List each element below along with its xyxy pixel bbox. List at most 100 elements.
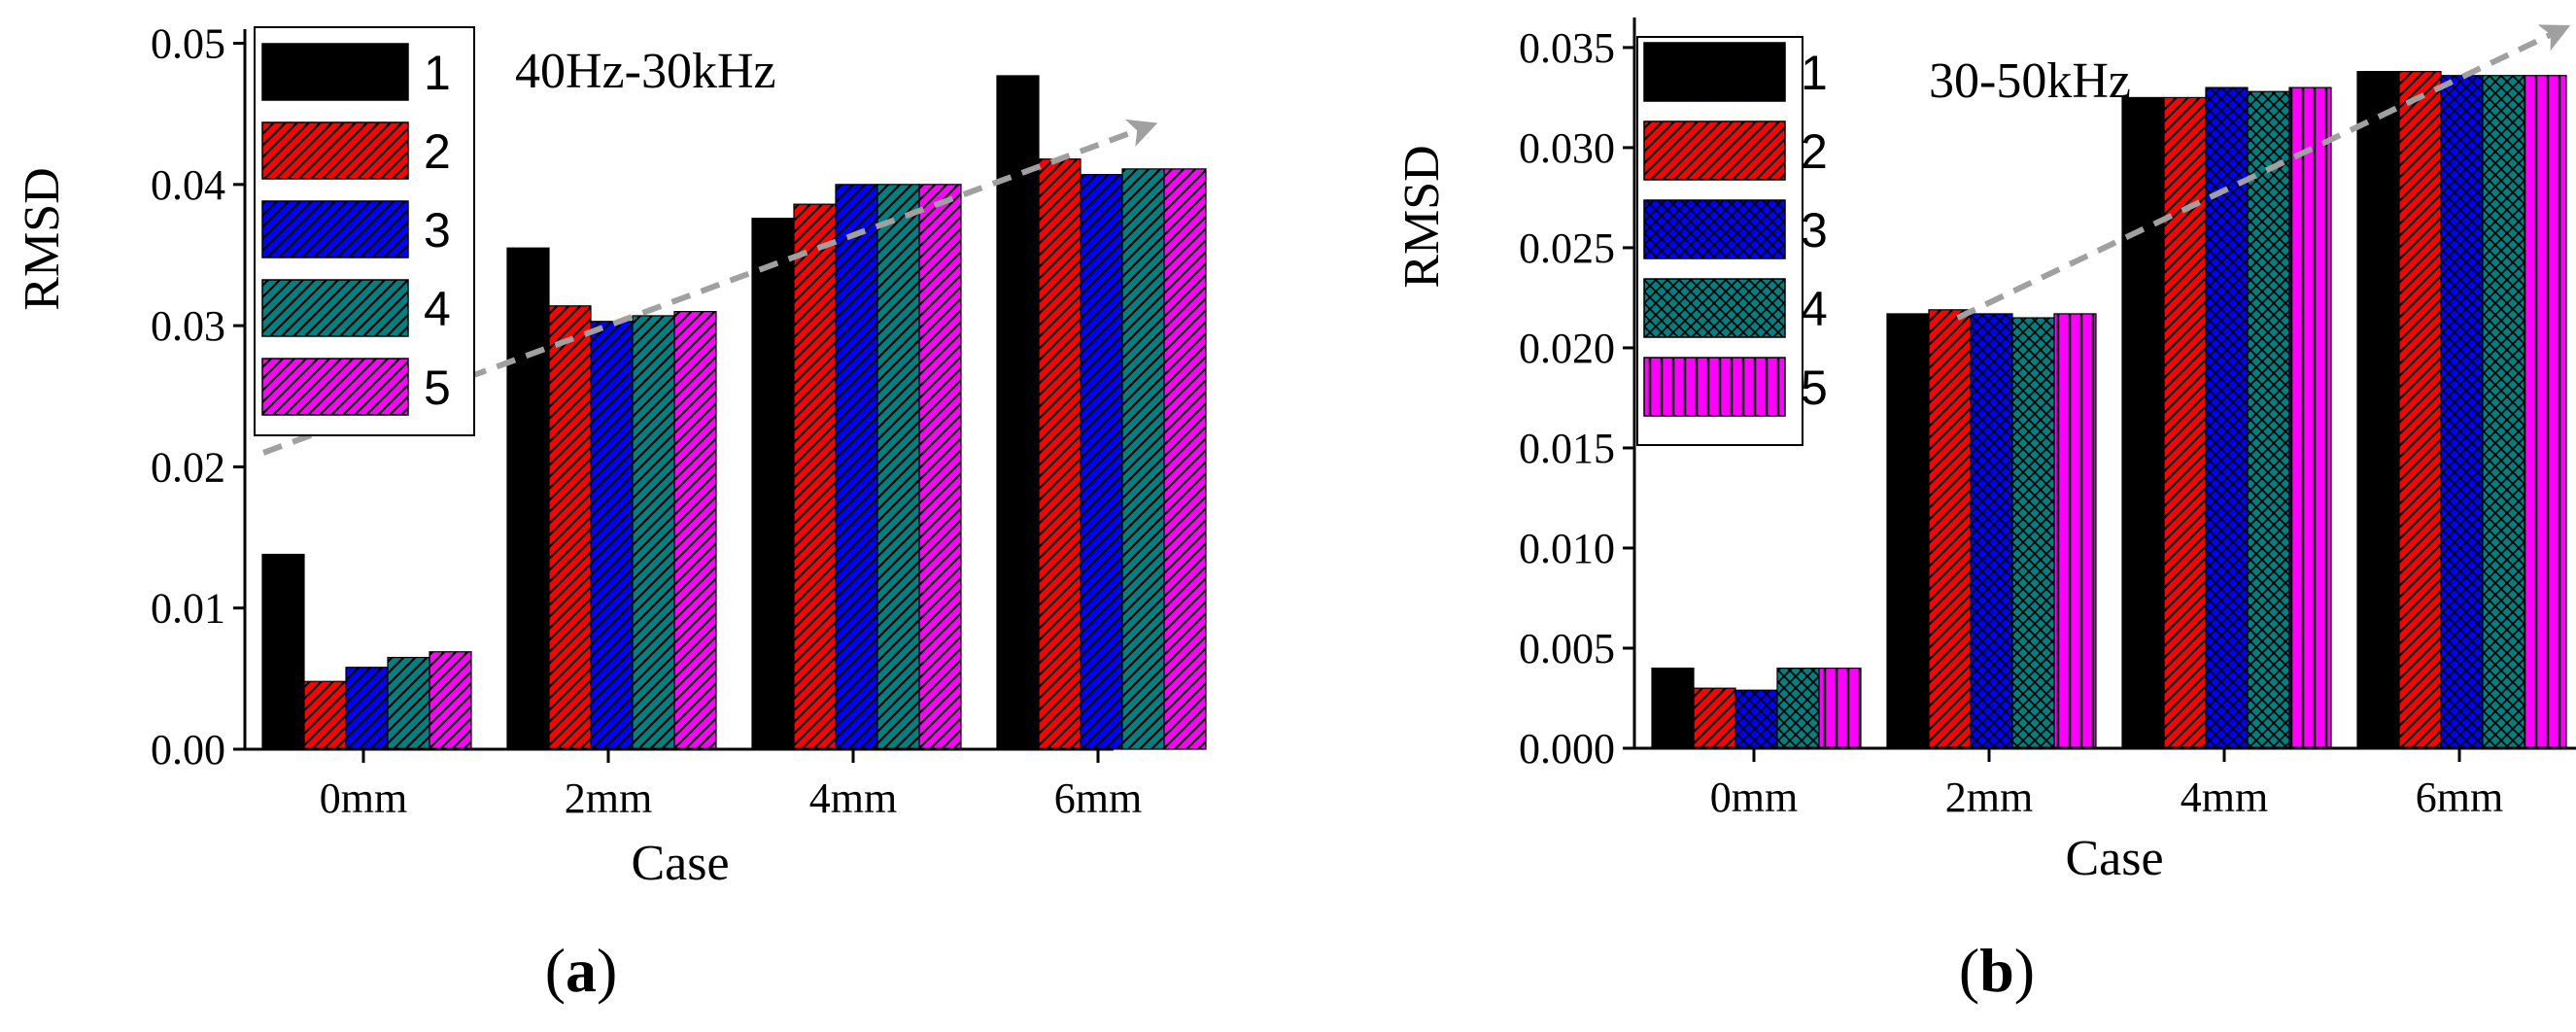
x-tick-label: 4mm <box>2181 774 2268 821</box>
bar-series-1-2mm <box>1886 313 1930 749</box>
x-tick-label: 2mm <box>565 774 652 822</box>
bar-series-4-2mm <box>2011 317 2055 749</box>
legend-label-2: 2 <box>424 124 451 179</box>
y-tick-label: 0.010 <box>1519 525 1615 572</box>
bar-series-2-0mm <box>303 680 347 750</box>
y-tick-label: 0.000 <box>1519 725 1615 773</box>
legend-label-4: 4 <box>424 282 451 336</box>
legend-swatch-2 <box>261 121 409 180</box>
y-tick-label: 0.005 <box>1519 625 1615 672</box>
frequency-annotation: 30-50kHz <box>1929 53 2131 109</box>
bar-series-5-2mm <box>673 310 717 750</box>
axes <box>1632 17 2576 750</box>
bar-series-5-0mm <box>429 651 472 750</box>
legend-label-5: 5 <box>1801 361 1828 415</box>
legend-label-1: 1 <box>1801 46 1828 100</box>
chart-panel-b: 0.000 0.005 0.010 0.015 0.020 0.025 0.030 0.035… <box>1394 17 2576 1005</box>
panel-label: (b) <box>1959 936 2035 1005</box>
y-ticks: 0.00 0.01 0.02 0.03 0.04 0.05 <box>151 20 245 774</box>
x-tick-label: 4mm <box>809 774 897 822</box>
y-tick-label: 0.04 <box>151 161 225 209</box>
bar-series-3-4mm <box>2205 86 2249 749</box>
y-ticks: 0.000 0.005 0.010 0.015 0.020 0.025 0.030 0.035 <box>1519 24 1634 773</box>
legend-swatch-2 <box>1643 120 1786 181</box>
legend-label-1: 1 <box>424 46 451 100</box>
y-tick-label: 0.00 <box>151 726 225 774</box>
x-axis-label: Case <box>631 836 729 891</box>
y-tick-label: 0.020 <box>1519 325 1615 372</box>
bar-series-5-6mm <box>2524 75 2567 749</box>
legend-swatch-1 <box>1643 42 1786 102</box>
legend-label-3: 3 <box>424 203 451 258</box>
bar-series-3-6mm <box>1080 174 1123 750</box>
y-tick-label: 0.015 <box>1519 425 1615 472</box>
axes <box>243 29 1114 751</box>
legend-swatch-4 <box>261 279 409 337</box>
bar-series-2-4mm <box>793 203 837 750</box>
bar-series-1-4mm <box>2121 96 2165 749</box>
legend-swatch-5 <box>1643 357 1786 417</box>
bar-series-2-2mm <box>548 305 592 750</box>
chart-panel-a: 0.00 0.01 0.02 0.03 0.04 0.05 0mm 2mm 4mm 6mm Ca… <box>15 20 1207 1005</box>
bar-series-1-0mm <box>261 553 305 750</box>
bar-series-1-6mm <box>996 75 1040 750</box>
x-tick-label: 6mm <box>1054 774 1142 822</box>
panel-label-letter: b <box>1979 936 2014 1005</box>
bar-series-5-4mm <box>918 184 962 750</box>
legend-swatch-1 <box>261 43 409 101</box>
bar-series-3-4mm <box>835 184 878 750</box>
legend-label-3: 3 <box>1801 203 1828 258</box>
x-tick-label: 2mm <box>1945 774 2033 821</box>
bars-group <box>1651 71 2567 749</box>
y-tick-label: 0.025 <box>1519 224 1615 272</box>
bar-series-5-6mm <box>1163 168 1207 750</box>
panel-label-letter: a <box>566 936 597 1005</box>
bar-series-3-0mm <box>345 667 389 750</box>
x-ticks: 0mm 2mm 4mm 6mm <box>320 749 1142 822</box>
y-tick-label: 0.035 <box>1519 24 1615 72</box>
bar-series-1-2mm <box>506 247 550 750</box>
legend-swatch-3 <box>1643 199 1786 259</box>
x-tick-label: 0mm <box>1710 774 1798 821</box>
bar-series-5-0mm <box>1818 667 1862 749</box>
bar-series-4-0mm <box>1776 667 1820 749</box>
bars-group <box>261 75 1207 750</box>
bar-series-1-6mm <box>2356 71 2400 749</box>
bar-series-4-4mm <box>2247 90 2290 749</box>
x-ticks: 0mm 2mm 4mm 6mm <box>1710 748 2503 821</box>
bar-series-2-6mm <box>2398 71 2442 749</box>
y-tick-label: 0.05 <box>151 20 225 68</box>
bar-series-3-0mm <box>1735 689 1778 749</box>
trend-arrow <box>1956 24 2571 321</box>
bar-series-1-4mm <box>751 218 795 750</box>
y-axis-label: RMSD <box>1394 145 1450 288</box>
legend-swatch-4 <box>1643 278 1786 338</box>
bar-series-1-0mm <box>1651 667 1695 749</box>
y-tick-label: 0.02 <box>151 443 225 491</box>
x-tick-label: 6mm <box>2416 774 2503 821</box>
bar-series-2-6mm <box>1038 158 1082 750</box>
legend-label-2: 2 <box>1801 124 1828 179</box>
bar-series-3-2mm <box>590 321 634 750</box>
legend: 1 2 3 4 5 <box>1636 36 1828 446</box>
bar-series-3-6mm <box>2440 75 2484 749</box>
legend-label-5: 5 <box>424 361 451 415</box>
bar-series-4-2mm <box>632 315 675 750</box>
x-tick-label: 0mm <box>320 774 407 822</box>
panel-label: (a) <box>545 936 618 1005</box>
bar-series-2-2mm <box>1928 309 1972 749</box>
bar-series-2-4mm <box>2163 96 2207 749</box>
legend: 1 2 3 4 5 <box>254 26 475 436</box>
y-tick-label: 0.01 <box>151 585 225 633</box>
x-axis-label: Case <box>2065 831 2163 886</box>
bar-series-4-6mm <box>2482 75 2525 749</box>
bar-series-5-2mm <box>2053 313 2097 749</box>
bar-series-4-4mm <box>876 184 920 750</box>
bar-series-4-6mm <box>1121 168 1165 750</box>
legend-label-4: 4 <box>1801 282 1828 336</box>
legend-swatch-5 <box>261 358 409 416</box>
y-tick-label: 0.03 <box>151 302 225 350</box>
frequency-annotation: 40Hz-30kHz <box>515 44 776 99</box>
bar-series-4-0mm <box>387 656 430 750</box>
